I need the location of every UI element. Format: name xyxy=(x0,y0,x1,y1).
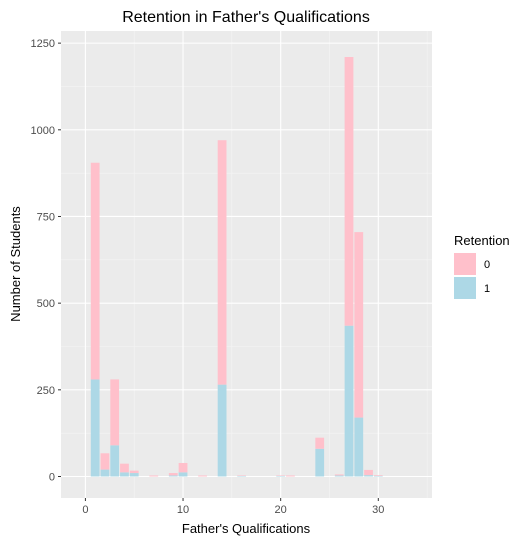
minor-grid xyxy=(61,31,432,498)
y-tick-label: 500 xyxy=(37,298,55,310)
y-tick-label: 750 xyxy=(37,211,55,223)
bar-retention-0 xyxy=(354,232,364,418)
bar-retention-1 xyxy=(120,472,129,477)
bar-retention-0 xyxy=(276,475,286,476)
plot-panel xyxy=(61,31,432,498)
bar-retention-1 xyxy=(90,379,100,477)
legend-label-0: 0 xyxy=(484,259,490,271)
bar-retention-1 xyxy=(168,475,178,477)
y-tick-label: 1250 xyxy=(31,38,55,50)
bar-retention-0 xyxy=(129,470,139,474)
bar-retention-1 xyxy=(217,384,227,477)
y-tick-label: 250 xyxy=(37,385,55,397)
legend-label-1: 1 xyxy=(484,283,490,295)
bar-retention-1 xyxy=(373,475,383,477)
y-axis-title: Number of Students xyxy=(8,206,23,322)
bar-retention-0 xyxy=(120,463,129,473)
legend-swatch-0 xyxy=(454,253,476,275)
bar-retention-0 xyxy=(334,474,344,476)
bar-retention-1 xyxy=(364,475,373,477)
bar-retention-0 xyxy=(286,475,295,477)
legend: Retention 01 xyxy=(454,233,510,299)
bar-retention-1 xyxy=(315,448,325,477)
bars xyxy=(90,57,383,477)
bar-retention-0 xyxy=(178,462,188,473)
bar-retention-0 xyxy=(344,57,354,326)
bar-retention-0 xyxy=(237,475,247,476)
bar-retention-0 xyxy=(149,475,159,477)
bar-retention-0 xyxy=(198,475,207,477)
bar-retention-0 xyxy=(373,475,383,476)
bar-retention-0 xyxy=(315,437,325,449)
y-axis: 0 250 500 750 1000 1250 xyxy=(31,38,61,484)
x-axis-title: Father's Qualifications xyxy=(182,521,311,536)
bar-retention-1 xyxy=(178,472,188,477)
bar-retention-0 xyxy=(168,473,178,476)
bar-retention-1 xyxy=(354,417,364,477)
bar-retention-0 xyxy=(364,469,373,476)
x-tick-label: 0 xyxy=(82,504,88,516)
bar-retention-0 xyxy=(100,453,110,470)
legend-items: 01 xyxy=(454,253,490,299)
bar-retention-1 xyxy=(344,325,354,477)
legend-swatch-1 xyxy=(454,277,476,299)
x-axis: 0 10 20 30 xyxy=(82,498,384,516)
bar-retention-1 xyxy=(237,475,247,477)
x-tick-label: 30 xyxy=(372,504,384,516)
bar-retention-0 xyxy=(217,140,227,385)
bar-retention-1 xyxy=(276,475,286,477)
bar-retention-1 xyxy=(100,469,110,477)
chart-title: Retention in Father's Qualifications xyxy=(122,9,370,26)
bar-retention-1 xyxy=(129,473,139,477)
major-grid xyxy=(61,31,432,498)
y-tick-label: 1000 xyxy=(31,125,55,137)
bar-retention-0 xyxy=(110,379,120,446)
bar-retention-1 xyxy=(334,475,344,477)
bar-retention-0 xyxy=(90,162,100,380)
legend-title: Retention xyxy=(454,233,510,248)
y-tick-label: 0 xyxy=(49,472,55,484)
x-tick-label: 10 xyxy=(177,504,189,516)
bar-retention-1 xyxy=(110,445,120,477)
x-tick-label: 20 xyxy=(275,504,287,516)
